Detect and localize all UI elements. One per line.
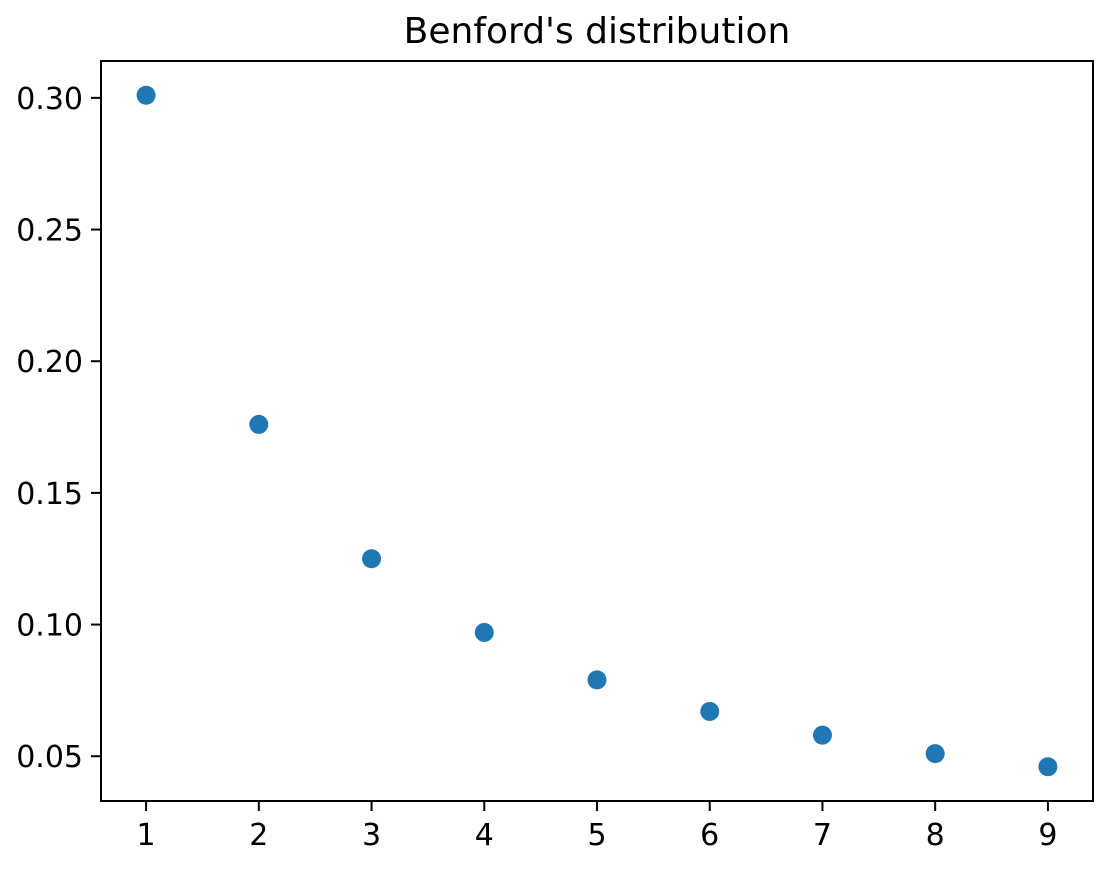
data-point-4 bbox=[474, 622, 494, 642]
x-tick-label: 1 bbox=[137, 818, 156, 853]
x-tick-label: 4 bbox=[475, 818, 494, 853]
y-tick-label: 0.25 bbox=[16, 214, 83, 249]
x-tick-label: 5 bbox=[587, 818, 606, 853]
data-point-9 bbox=[1038, 757, 1058, 777]
y-tick-label: 0.10 bbox=[16, 609, 83, 644]
x-tick-label: 9 bbox=[1038, 818, 1057, 853]
data-point-1 bbox=[136, 85, 156, 105]
y-tick-label: 0.20 bbox=[16, 345, 83, 380]
x-tick-label: 3 bbox=[362, 818, 381, 853]
data-point-5 bbox=[587, 670, 607, 690]
x-tick-label: 8 bbox=[926, 818, 945, 853]
y-tick-label: 0.30 bbox=[16, 82, 83, 117]
y-tick-label: 0.05 bbox=[16, 740, 83, 775]
data-point-6 bbox=[700, 701, 720, 721]
data-point-7 bbox=[812, 725, 832, 745]
data-point-8 bbox=[925, 744, 945, 764]
x-tick-label: 7 bbox=[813, 818, 832, 853]
data-point-2 bbox=[249, 414, 269, 434]
x-tick-label: 6 bbox=[700, 818, 719, 853]
x-tick-label: 2 bbox=[249, 818, 268, 853]
chart-title: Benford's distribution bbox=[403, 11, 791, 52]
plot-border bbox=[100, 60, 1094, 802]
y-tick-label: 0.15 bbox=[16, 477, 83, 512]
data-point-3 bbox=[362, 549, 382, 569]
